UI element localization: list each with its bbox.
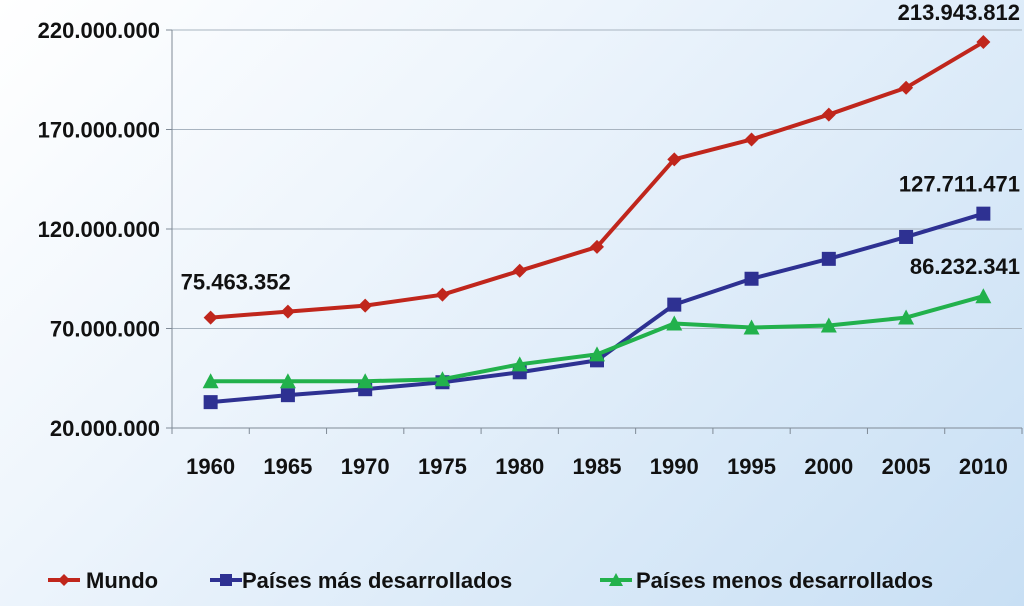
series-1-point <box>976 35 991 50</box>
series-1-point <box>203 310 218 325</box>
series-3-point <box>975 288 992 304</box>
data-label: 75.463.352 <box>181 270 291 295</box>
x-tick-label: 2000 <box>804 454 853 479</box>
y-tick-label: 120.000.000 <box>38 217 160 242</box>
legend-label: Países menos desarrollados <box>636 568 933 593</box>
x-tick-label: 2005 <box>882 454 931 479</box>
y-tick-label: 20.000.000 <box>50 416 160 441</box>
series-2-point <box>821 251 836 266</box>
data-label: 127.711.471 <box>899 172 1020 197</box>
x-tick-label: 1990 <box>650 454 699 479</box>
series-3-point <box>820 317 837 333</box>
legend-marker <box>609 573 623 586</box>
series-layer <box>202 35 992 410</box>
series-3-point <box>666 315 683 331</box>
x-tick-label: 1970 <box>341 454 390 479</box>
series-1-point <box>667 152 682 167</box>
legend-label: Mundo <box>86 568 158 593</box>
series-3-point <box>898 309 915 325</box>
legend: Mundo Países más desarrollados Países meno… <box>48 568 933 593</box>
series-3-point <box>434 371 451 387</box>
axes: 20.000.000 70.000.000 120.000.000 170.000.0… <box>38 18 1023 479</box>
y-tick-label: 220.000.000 <box>38 18 160 43</box>
series-2-point <box>899 229 914 244</box>
series-1-point <box>899 80 914 95</box>
series-3-point <box>743 319 760 335</box>
series-1-point <box>435 287 450 302</box>
series-2-point <box>280 388 295 403</box>
data-label: 86.232.341 <box>910 254 1020 279</box>
series-3-point <box>589 346 605 362</box>
series-2-point <box>744 271 759 286</box>
x-tick-label: 1960 <box>186 454 235 479</box>
series-1-point <box>590 239 604 254</box>
series-1-point <box>512 263 527 278</box>
series-3-point <box>511 356 528 372</box>
series-3-point <box>279 373 296 389</box>
y-tick-label: 70.000.000 <box>50 317 160 342</box>
series-2-point <box>667 297 682 312</box>
data-label: 213.943.812 <box>898 0 1020 25</box>
x-tick-label: 1965 <box>263 454 312 479</box>
x-tick-label: 1985 <box>573 454 622 479</box>
series-1-point <box>744 132 759 147</box>
series-3-point <box>357 373 374 389</box>
series-2-point <box>976 206 991 221</box>
legend-marker <box>220 574 232 586</box>
x-tick-label: 1975 <box>418 454 467 479</box>
series-3-point <box>202 373 219 389</box>
x-tick-label: 1995 <box>727 454 776 479</box>
y-tick-label: 170.000.000 <box>38 118 160 143</box>
data-labels: 75.463.352 213.943.812 127.711.471 86.232.3… <box>181 0 1020 295</box>
series-1-point <box>358 298 373 313</box>
legend-label: Países más desarrollados <box>242 568 512 593</box>
series-line-1 <box>210 40 985 320</box>
series-1-point <box>821 107 836 122</box>
x-tick-label: 1980 <box>495 454 544 479</box>
legend-marker <box>58 574 70 586</box>
x-tick-label: 2010 <box>959 454 1008 479</box>
series-2-point <box>203 395 218 410</box>
series-1-point <box>280 304 295 319</box>
